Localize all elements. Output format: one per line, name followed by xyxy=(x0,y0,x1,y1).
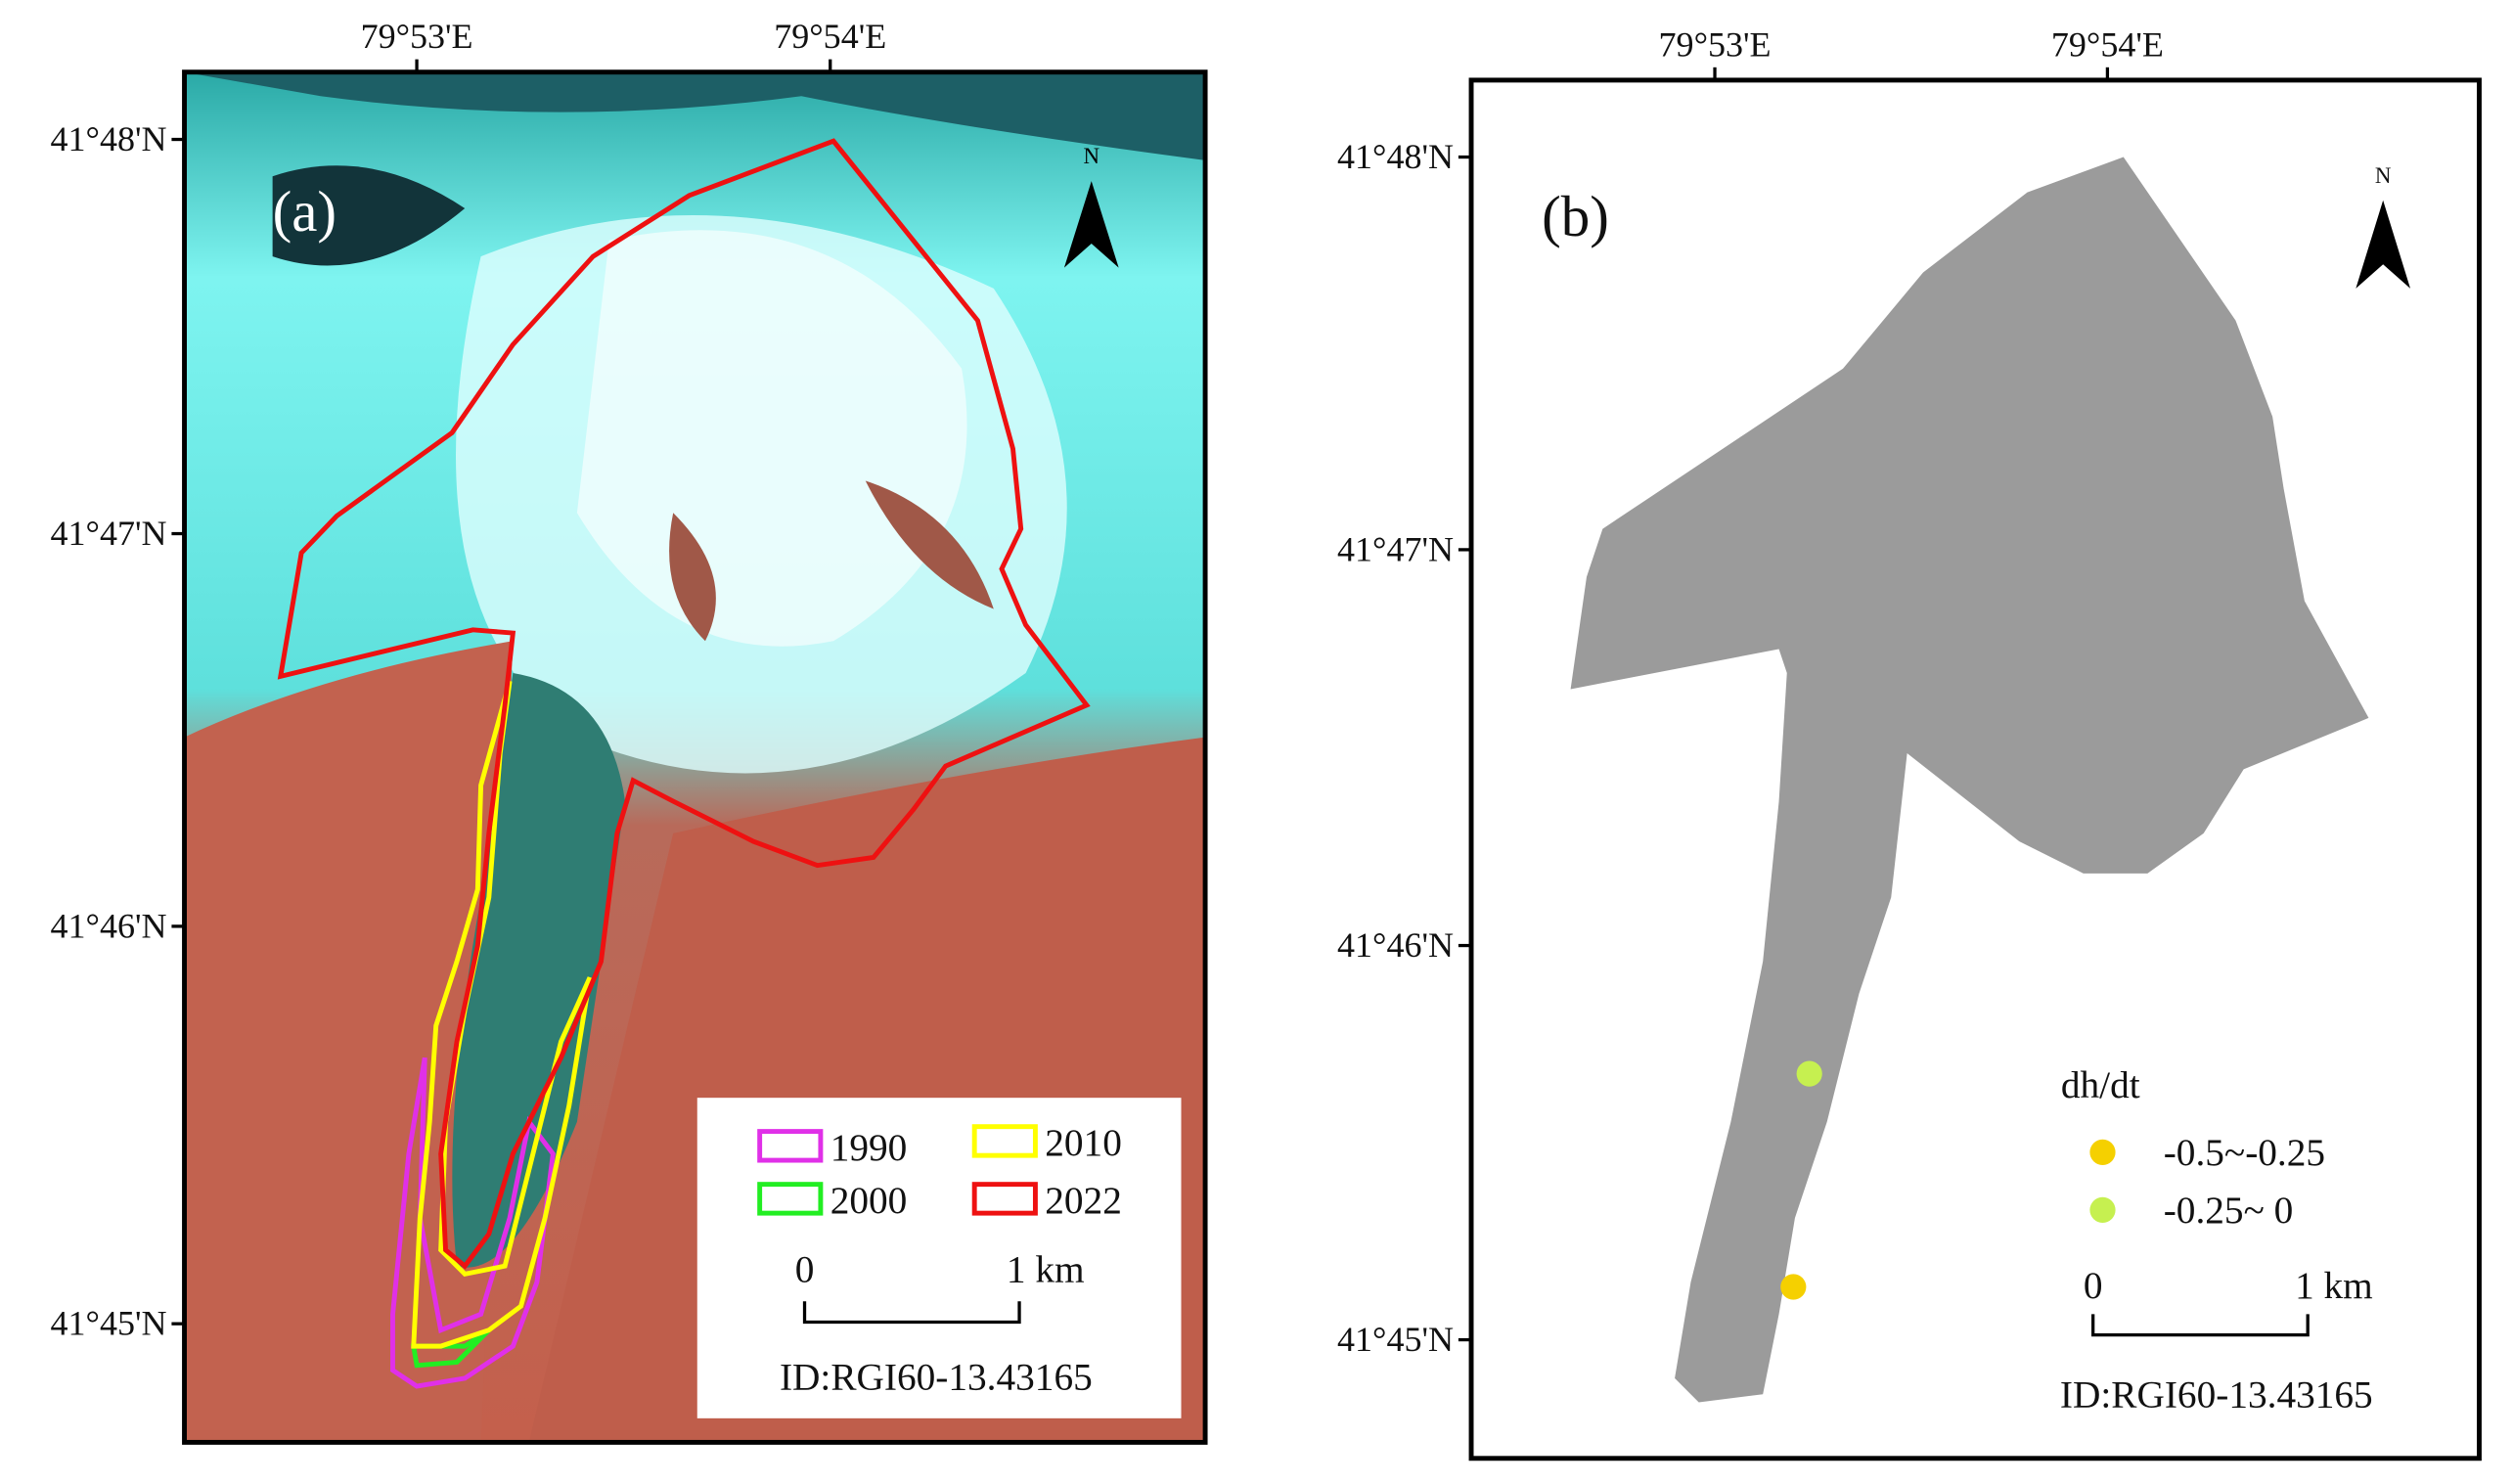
x-ticks: 79°53'E 79°54'E xyxy=(1659,24,2164,80)
outline-1990 xyxy=(390,1057,556,1389)
legend-label: 2000 xyxy=(830,1179,908,1222)
panel-label: (b) xyxy=(1542,184,1609,248)
scale-start: 0 xyxy=(2084,1264,2103,1307)
glacier-outline xyxy=(1570,157,2369,1403)
y-label: 41°45'N xyxy=(51,1304,167,1343)
legend-swatch xyxy=(757,1129,824,1163)
y-ticks: 41°48'N 41°47'N 41°46'N 41°45'N xyxy=(1337,137,1472,1359)
legend-label: 2010 xyxy=(1045,1121,1122,1164)
survey-point xyxy=(1780,1274,1807,1300)
y-label: 41°47'N xyxy=(1337,529,1454,568)
legend-box xyxy=(696,1098,1182,1418)
north-arrow xyxy=(2356,200,2411,289)
legend-title: dh/dt xyxy=(2061,1063,2140,1106)
y-label: 41°48'N xyxy=(1337,137,1454,176)
north-label: N xyxy=(1083,144,1099,168)
legend-label: -0.5~-0.25 xyxy=(2164,1131,2325,1174)
x-label: 79°53'E xyxy=(361,17,473,56)
legend-label: -0.25~ 0 xyxy=(2164,1189,2294,1232)
panel-b: 79°53'E 79°54'E 41°48'N 41°47'N 41°46'N … xyxy=(1337,24,2482,1462)
north-arrow xyxy=(1063,181,1119,268)
scale-bar xyxy=(2091,1314,2310,1337)
legend: 1990 2010 2000 2022 0 1 km ID:RGI60-13.4… xyxy=(696,1098,1182,1418)
legend-swatch xyxy=(2089,1196,2116,1223)
legend: dh/dt -0.5~-0.25 -0.25~ 0 0 1 km ID:RGI6… xyxy=(2060,1063,2373,1416)
panel-a: 79°53'E 79°54'E 41°48'N 41°47'N 41°46'N … xyxy=(51,17,1208,1445)
scale-end: 1 km xyxy=(2295,1264,2373,1307)
x-label: 79°54'E xyxy=(2051,24,2164,64)
legend-swatch xyxy=(757,1182,824,1216)
scale-end: 1 km xyxy=(1007,1248,1085,1291)
north-label: N xyxy=(2375,163,2392,188)
legend-swatch xyxy=(971,1182,1038,1216)
legend-swatch xyxy=(971,1124,1038,1158)
x-ticks: 79°53'E 79°54'E xyxy=(361,17,886,72)
frame xyxy=(182,69,1208,1445)
scale-bar xyxy=(802,1301,1021,1325)
y-label: 41°45'N xyxy=(1337,1320,1454,1359)
legend-label: 1990 xyxy=(830,1126,908,1169)
glacier-id: ID:RGI60-13.43165 xyxy=(780,1355,1093,1398)
y-label: 41°46'N xyxy=(1337,925,1454,965)
legend-swatch xyxy=(2089,1139,2116,1165)
y-label: 41°48'N xyxy=(51,119,167,158)
y-label: 41°47'N xyxy=(51,514,167,553)
glacier-id: ID:RGI60-13.43165 xyxy=(2060,1372,2373,1416)
panel-label: (a) xyxy=(273,179,337,244)
scale-start: 0 xyxy=(795,1248,815,1291)
outline-2000 xyxy=(410,1327,491,1369)
x-label: 79°53'E xyxy=(1659,24,1772,64)
outline-2022 xyxy=(277,138,1091,1270)
legend-label: 2022 xyxy=(1045,1179,1122,1222)
survey-point xyxy=(1796,1060,1822,1087)
y-ticks: 41°48'N 41°47'N 41°46'N 41°45'N xyxy=(51,119,185,1343)
x-label: 79°54'E xyxy=(774,17,886,56)
y-label: 41°46'N xyxy=(51,906,167,945)
